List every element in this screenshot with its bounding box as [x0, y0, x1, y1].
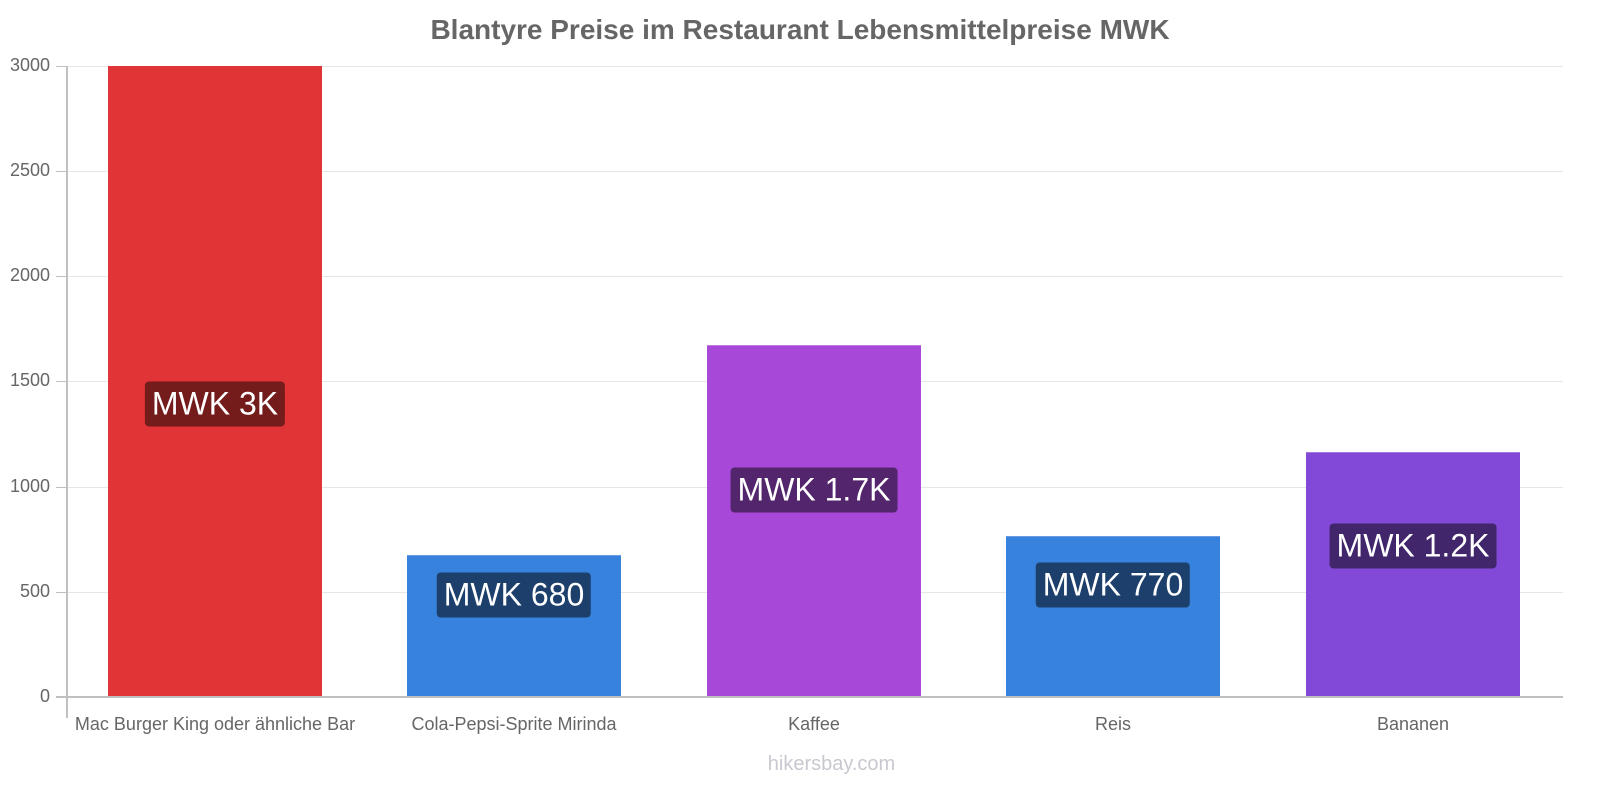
y-tick-mark	[56, 487, 66, 488]
y-tick-label: 1000	[9, 476, 50, 496]
bar-value-label: MWK 3K	[144, 381, 286, 427]
watermark: hikersbay.com	[767, 753, 896, 775]
y-tick-label: 2000	[9, 265, 50, 285]
y-tick-label: 2500	[9, 160, 50, 180]
bar-cola: MWK 680	[407, 555, 621, 697]
bar-reis: MWK 770	[1006, 536, 1220, 697]
x-tick-label: Kaffee	[788, 714, 840, 734]
x-tick-label: Mac Burger King oder ähnliche Bar	[74, 714, 356, 734]
x-tick-label: Reis	[1094, 714, 1131, 734]
bar-value-label: MWK 1.2K	[1329, 523, 1497, 569]
y-tick-mark	[56, 592, 66, 593]
gridline-2500	[66, 171, 1563, 172]
y-tick-label: 0	[39, 686, 50, 706]
y-tick-label: 500	[19, 581, 50, 601]
y-tick-mark	[56, 171, 66, 172]
bar-value-label: MWK 680	[436, 572, 592, 618]
y-tick-mark	[56, 381, 66, 382]
bar-value-label: MWK 1.7K	[730, 467, 898, 513]
bar-mac-burger: MWK 3K	[108, 66, 322, 697]
bar-kaffee: MWK 1.7K	[707, 345, 921, 697]
x-axis-line	[56, 696, 1563, 698]
plot-area: MWK 3K MWK 680 MWK 1.7K MWK 770 MWK 1.2K	[66, 66, 1563, 697]
x-tick-label: Cola-Pepsi-Sprite Mirinda	[411, 714, 617, 734]
y-axis-line	[66, 66, 68, 718]
chart-title: Blantyre Preise im Restaurant Lebensmitt…	[430, 14, 1170, 45]
y-tick-mark	[56, 66, 66, 67]
gridline-2000	[66, 276, 1563, 277]
bar-value-label: MWK 770	[1035, 562, 1191, 608]
y-tick-label: 3000	[9, 55, 50, 75]
bar-bananen: MWK 1.2K	[1306, 452, 1520, 697]
gridline-3000	[66, 66, 1563, 67]
y-tick-mark	[56, 697, 66, 698]
y-tick-label: 1500	[9, 370, 50, 390]
x-tick-label: Bananen	[1376, 714, 1450, 734]
y-tick-mark	[56, 276, 66, 277]
